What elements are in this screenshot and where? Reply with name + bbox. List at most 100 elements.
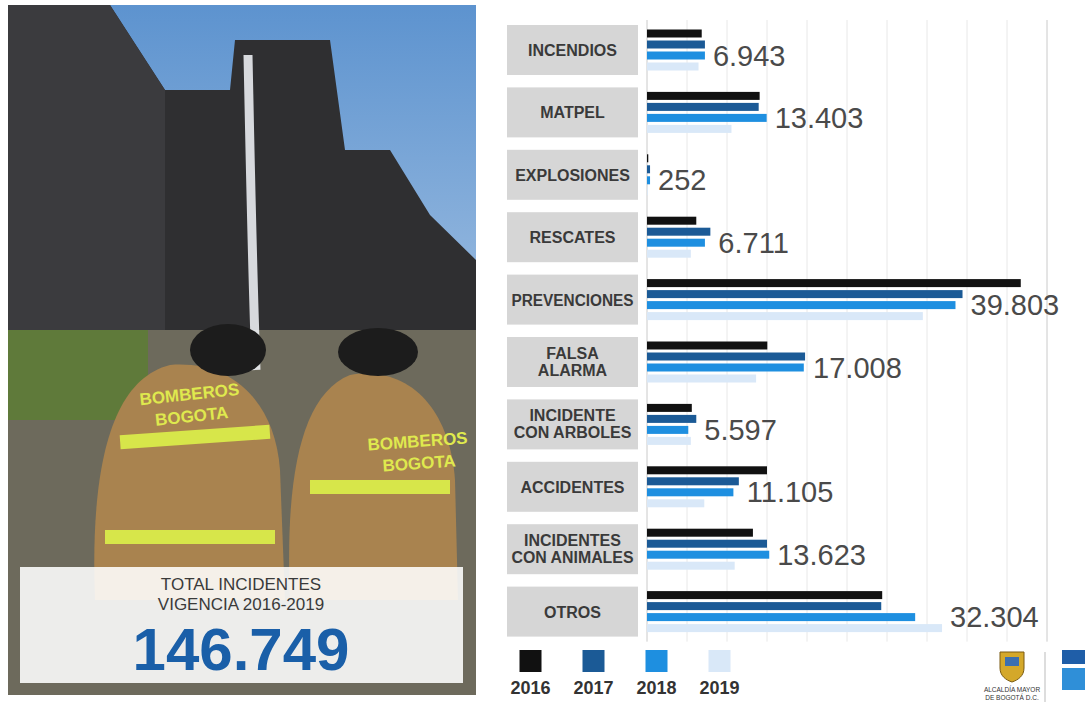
summary: TOTAL INCIDENTESVIGENCIA 2016-2019146.74… bbox=[20, 567, 463, 683]
photo-firefighter bbox=[94, 365, 285, 600]
bar bbox=[647, 301, 955, 309]
grid-line bbox=[767, 20, 768, 642]
category-box bbox=[507, 462, 638, 512]
total-label: 252 bbox=[658, 164, 706, 196]
photo-water bbox=[248, 55, 256, 370]
bar bbox=[647, 404, 692, 412]
category-line: FALSA bbox=[546, 345, 599, 362]
canvas: BOMBEROSBOGOTABOMBEROSBOGOTATOTAL INCIDE… bbox=[0, 0, 1085, 709]
bar bbox=[647, 176, 650, 184]
grid-line bbox=[647, 20, 648, 642]
bar bbox=[647, 228, 710, 236]
bar bbox=[647, 353, 805, 361]
total-label: 13.623 bbox=[777, 539, 866, 571]
bar bbox=[647, 250, 691, 258]
bar bbox=[647, 488, 733, 496]
grid-line bbox=[967, 20, 968, 642]
photo-ground bbox=[8, 330, 476, 695]
photo-stripe bbox=[310, 480, 450, 494]
bar bbox=[647, 125, 731, 133]
category-line: INCIDENTES bbox=[524, 532, 621, 549]
category-box bbox=[507, 275, 638, 325]
bar bbox=[647, 499, 704, 507]
legend-label: 2016 bbox=[510, 678, 550, 698]
bar bbox=[647, 239, 705, 247]
bar bbox=[647, 602, 881, 610]
category-box bbox=[507, 150, 638, 200]
grid-line bbox=[1007, 20, 1008, 642]
bar bbox=[647, 624, 942, 632]
bar bbox=[647, 165, 650, 173]
total-label: 5.597 bbox=[704, 414, 777, 446]
summary-line: TOTAL INCIDENTES bbox=[161, 575, 321, 594]
logo-bar bbox=[1062, 650, 1085, 664]
photo-stripe bbox=[105, 530, 275, 544]
logo-text: ALCALDÍA MAYOR bbox=[984, 685, 1041, 693]
category-label: INCENDIOS bbox=[528, 42, 617, 59]
bar bbox=[647, 529, 753, 537]
photo-firefighter bbox=[289, 374, 458, 600]
grid-line bbox=[927, 20, 928, 642]
bar bbox=[647, 477, 739, 485]
total-label: 6.943 bbox=[713, 40, 786, 72]
grid bbox=[647, 20, 1047, 642]
axis-line bbox=[1047, 20, 1048, 642]
bar bbox=[647, 613, 915, 621]
bar bbox=[647, 591, 882, 599]
legend-label: 2018 bbox=[636, 678, 676, 698]
category-label: FALSAALARMA bbox=[538, 345, 608, 379]
grid-line bbox=[687, 20, 688, 642]
category-label: RESCATES bbox=[530, 229, 616, 246]
bar bbox=[647, 103, 759, 111]
uniform-text: BOGOTA bbox=[382, 451, 457, 475]
bar bbox=[647, 63, 699, 71]
legend: 2016 2017 2018 2019 bbox=[510, 650, 739, 698]
labels: INCENDIOS6.943MATPEL13.403EXPLOSIONES252… bbox=[507, 25, 1059, 637]
category-box bbox=[507, 587, 638, 637]
category-box bbox=[507, 399, 638, 449]
photo-stripe bbox=[120, 425, 271, 449]
summary-box bbox=[20, 567, 463, 683]
bar bbox=[647, 466, 767, 474]
legend-label: 2019 bbox=[699, 678, 739, 698]
legend-label: 2017 bbox=[573, 678, 613, 698]
category-label: PREVENCIONES bbox=[512, 292, 634, 309]
logo: ALCALDÍA MAYORDE BOGOTÁ D.C. bbox=[984, 650, 1085, 702]
category-label: INCIDENTECON ARBOLES bbox=[514, 407, 632, 441]
category-label: INCIDENTESCON ANIMALES bbox=[512, 532, 634, 566]
total-label: 17.008 bbox=[813, 352, 902, 384]
bar bbox=[647, 364, 804, 372]
photo-helmet bbox=[338, 328, 418, 376]
bar bbox=[647, 114, 767, 122]
bar bbox=[647, 551, 769, 559]
category-box bbox=[507, 212, 638, 262]
category-label: EXPLOSIONES bbox=[515, 167, 630, 184]
logo-text: DE BOGOTÁ D.C. bbox=[985, 693, 1039, 701]
logo-shield-detail bbox=[1005, 657, 1019, 666]
bar bbox=[647, 342, 767, 350]
total-label: 32.304 bbox=[950, 601, 1039, 633]
total-label: 11.105 bbox=[747, 476, 834, 508]
bar bbox=[647, 30, 702, 38]
bar bbox=[647, 92, 760, 100]
category-line: INCIDENTE bbox=[529, 407, 616, 424]
category-box bbox=[507, 25, 638, 75]
bar bbox=[647, 426, 688, 434]
bar bbox=[647, 187, 648, 195]
bars bbox=[647, 30, 1021, 633]
category-label: ACCIDENTES bbox=[520, 479, 624, 496]
summary-total: 146.749 bbox=[133, 616, 350, 683]
bar bbox=[647, 41, 705, 49]
total-label: 39.803 bbox=[971, 289, 1060, 321]
bar bbox=[647, 52, 705, 60]
category-box bbox=[507, 87, 638, 137]
logo-shield bbox=[1000, 652, 1024, 682]
chart bbox=[647, 20, 1047, 642]
photo: BOMBEROSBOGOTABOMBEROSBOGOTA bbox=[8, 5, 476, 695]
category-box bbox=[507, 337, 638, 387]
category-label: OTROS bbox=[544, 604, 601, 621]
legend-swatch bbox=[646, 650, 668, 672]
grid-line bbox=[727, 20, 728, 642]
bar bbox=[647, 312, 923, 320]
logo-bar bbox=[1062, 668, 1085, 690]
